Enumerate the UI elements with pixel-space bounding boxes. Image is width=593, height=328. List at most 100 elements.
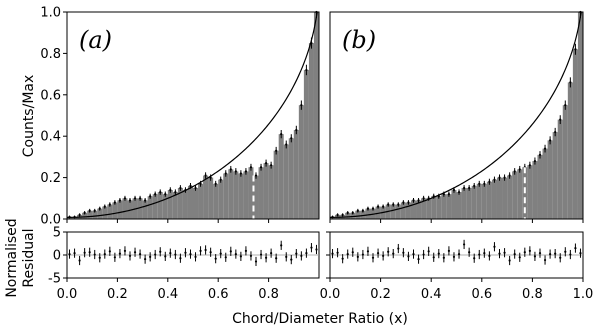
data-point xyxy=(98,207,101,210)
histogram-bar xyxy=(350,212,356,219)
histogram-bar xyxy=(117,200,123,219)
data-point xyxy=(554,130,557,134)
histogram-bar xyxy=(228,169,234,219)
data-point xyxy=(154,193,157,196)
histogram-bar xyxy=(507,175,513,219)
data-point xyxy=(498,176,501,179)
histogram-bar xyxy=(253,175,259,219)
histogram-bar xyxy=(365,208,371,219)
residual-point xyxy=(189,252,192,256)
residual-point xyxy=(574,247,577,250)
x-tick-label: 0.6 xyxy=(208,287,229,302)
data-point xyxy=(447,193,451,196)
residual-point xyxy=(559,256,562,259)
data-point xyxy=(103,205,106,208)
histogram-bar xyxy=(395,204,401,219)
x-tick-label: 0.0 xyxy=(57,287,78,302)
residual-point xyxy=(478,253,481,256)
histogram-bar xyxy=(446,194,452,219)
residual-point xyxy=(356,255,359,258)
data-point xyxy=(366,207,370,210)
residual-point xyxy=(412,252,415,256)
data-point xyxy=(508,174,511,177)
data-point xyxy=(300,104,303,107)
histogram-bar xyxy=(142,200,148,219)
data-point xyxy=(422,197,425,200)
y-tick-label: 0.6 xyxy=(40,88,61,103)
data-point xyxy=(387,203,390,206)
data-point xyxy=(108,203,111,206)
residual-point xyxy=(68,252,71,256)
y-tick-label: 0.2 xyxy=(40,171,61,186)
histogram-bar xyxy=(577,12,583,219)
residual-point xyxy=(432,256,435,259)
residual-point xyxy=(310,246,313,249)
histogram-bar xyxy=(416,200,422,219)
data-point xyxy=(133,197,137,200)
data-point xyxy=(336,213,339,216)
histogram-bar xyxy=(461,187,467,219)
data-point xyxy=(138,197,142,200)
histogram-bar xyxy=(441,194,447,219)
histogram-bar xyxy=(112,202,118,219)
data-point xyxy=(305,68,308,72)
residual-point xyxy=(164,255,167,258)
residual-point xyxy=(108,250,111,253)
panel-label: (a) xyxy=(79,26,112,54)
residual-y-tick-label: 5 xyxy=(53,226,61,241)
data-point xyxy=(295,128,298,132)
histogram-bar xyxy=(107,204,113,219)
residual-point xyxy=(523,251,526,254)
histogram-bar xyxy=(233,171,239,219)
residual-point xyxy=(144,258,147,261)
x-tick-label: 0.4 xyxy=(421,287,442,302)
histogram-bar xyxy=(421,198,427,219)
residual-point xyxy=(224,256,227,259)
residual-point xyxy=(103,252,106,256)
residual-point xyxy=(538,252,542,255)
data-point xyxy=(204,174,207,177)
data-point xyxy=(259,166,263,169)
histogram-bar xyxy=(517,169,523,219)
data-point xyxy=(123,197,127,200)
histogram-bar xyxy=(218,179,224,219)
histogram-bar xyxy=(167,190,173,219)
x-tick-label: 0.6 xyxy=(471,287,492,302)
residual-point xyxy=(254,260,258,263)
histogram-bar xyxy=(238,173,244,219)
residual-point xyxy=(513,252,516,256)
residual-point xyxy=(249,254,253,258)
histogram-bar xyxy=(102,206,108,219)
histogram-bar xyxy=(273,150,279,219)
residual-point xyxy=(305,252,308,255)
residual-point xyxy=(462,243,466,246)
histogram-bar xyxy=(97,208,103,219)
residual-point xyxy=(376,252,380,255)
histogram-bar xyxy=(451,190,457,219)
histogram-bar xyxy=(298,105,304,219)
residual-point xyxy=(133,251,137,254)
histogram-bar xyxy=(157,192,163,219)
histogram-bar xyxy=(193,187,199,219)
data-point xyxy=(356,209,359,212)
histogram-bar xyxy=(552,132,558,219)
residual-point xyxy=(264,256,268,259)
data-point xyxy=(239,172,242,175)
x-tick-label: 0.8 xyxy=(258,287,279,302)
residual-point xyxy=(417,258,420,261)
residual-point xyxy=(229,250,232,253)
data-point xyxy=(88,209,91,212)
data-point xyxy=(518,168,521,171)
residual-point xyxy=(209,251,212,254)
data-point xyxy=(214,182,217,185)
data-point xyxy=(478,182,481,185)
residual-point xyxy=(503,251,506,254)
histogram-bar xyxy=(187,185,193,219)
histogram-bar xyxy=(557,119,563,219)
residual-point xyxy=(154,253,157,256)
residual-point xyxy=(397,247,400,250)
histogram-bar xyxy=(283,144,289,219)
residual-point xyxy=(113,256,116,259)
